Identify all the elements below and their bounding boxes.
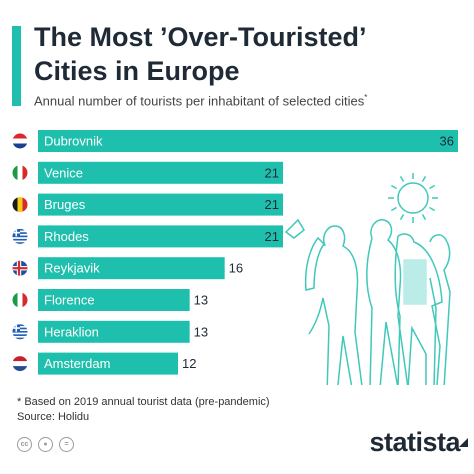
bar-amsterdam [38,352,178,375]
bar-bruges [38,193,283,216]
value-label: 36 [440,134,454,149]
value-label: 16 [229,261,243,276]
greece-flag-icon [12,228,28,244]
accent-bar [12,26,21,106]
subtitle-footnote-mark: * [364,93,368,102]
chart-subtitle: Annual number of tourists per inhabitant… [34,93,367,108]
italy-flag-icon [12,292,28,308]
bar-venice [38,161,283,184]
category-label: Amsterdam [44,356,110,371]
footnote: * Based on 2019 annual tourist data (pre… [17,395,270,425]
netherlands-flag-icon [12,356,28,372]
statista-logo-mark [459,438,468,447]
equals-icon[interactable]: = [59,437,74,452]
license-icons: cc ● = [17,437,74,452]
category-label: Bruges [44,197,86,212]
value-label: 13 [194,293,208,308]
category-label: Heraklion [44,324,99,339]
footnote-source: Source: Holidu [17,411,90,423]
value-label: 13 [194,324,208,339]
bar-reykjavik [38,257,225,280]
cc-icon[interactable]: cc [17,437,32,452]
italy-flag-icon [12,165,28,181]
category-label: Florence [44,293,95,308]
category-label: Venice [44,165,83,180]
iceland-flag-icon [12,260,28,276]
croatia-flag-icon [12,133,28,149]
bars-group: Dubrovnik 36 Venice 21 Bruges 21 Rhodes 21 Reykj… [12,130,458,375]
footnote-note: * Based on 2019 annual tourist data (pre… [17,396,270,408]
bar-dubrovnik [38,130,458,152]
value-label: 21 [265,197,279,212]
category-label: Rhodes [44,229,89,244]
value-label: 21 [265,229,279,244]
category-label: Reykjavik [44,261,100,276]
tourists-illustration [284,173,451,385]
value-label: 12 [182,356,196,371]
belgium-flag-icon [12,197,28,213]
title-line-1: The Most ’Over-Touristed’ [34,22,367,52]
bar-florence [38,289,190,311]
subtitle-text: Annual number of tourists per inhabitant… [34,93,365,109]
chart-title: The Most ’Over-Touristed’ Cities in Euro… [34,20,454,88]
value-label: 21 [265,165,279,180]
bar-rhodes [38,225,283,248]
person-icon[interactable]: ● [38,437,53,452]
bar-chart: Dubrovnik 36 Venice 21 Bruges 21 Rhodes 21 Reykj… [12,130,458,385]
bar-heraklion [38,320,190,343]
title-line-2: Cities in Europe [34,56,240,86]
category-label: Dubrovnik [44,134,103,149]
greece-flag-icon [12,324,28,340]
statista-logo[interactable]: statista [369,427,460,457]
